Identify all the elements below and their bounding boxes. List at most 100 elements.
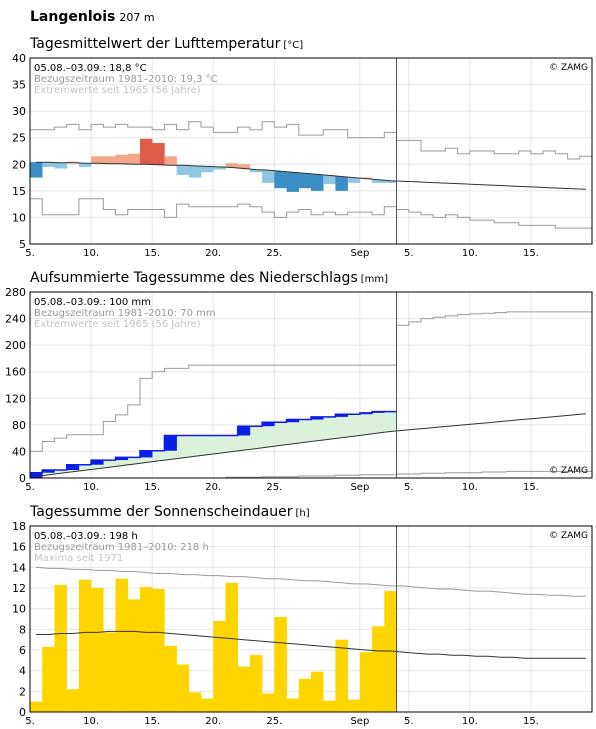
temperature-anomaly-bar: [213, 166, 226, 170]
x-tick-label: 10.: [83, 482, 99, 493]
temperature-anomaly-bar: [359, 177, 373, 179]
precipitation-title-text: Aufsummierte Tagessumme des Niederschlag…: [30, 270, 358, 286]
sunshine-bar: [225, 582, 238, 712]
sunshine-bar: [237, 666, 251, 712]
x-tick-label: 5.: [404, 248, 414, 259]
sunshine-bar: [176, 664, 190, 712]
sunshine-reference-line: [36, 630, 586, 659]
temperature-anomaly-bar: [115, 154, 129, 164]
precipitation-daily-increment: [30, 472, 43, 478]
y-tick-label: 25: [12, 132, 26, 145]
temperature-anomaly-bar: [164, 156, 177, 166]
sunshine-bar: [201, 698, 214, 712]
sunshine-bar: [30, 701, 43, 712]
y-tick-label: 5: [19, 238, 26, 251]
y-tick-label: 40: [12, 445, 26, 458]
plot-frame: [29, 57, 593, 245]
y-tick-label: 200: [5, 339, 26, 352]
sunshine-bar: [91, 588, 104, 712]
legend-entry: Bezugszeitraum 1981–2010: 218 h: [34, 542, 209, 553]
x-tick-label: Sep: [350, 248, 369, 259]
temperature-anomaly-bar: [225, 163, 238, 168]
x-tick-label: 5.: [25, 482, 35, 493]
sunshine-bar: [103, 632, 116, 712]
temperature-anomaly-bar: [127, 153, 141, 165]
sunshine-bar: [127, 599, 141, 712]
x-tick-label: 15.: [523, 482, 539, 493]
y-tick-label: 20: [12, 158, 26, 171]
x-tick-label: 15.: [144, 716, 160, 727]
temperature-anomaly-bar: [103, 156, 116, 164]
legend-entry: Bezugszeitraum 1981–2010: 70 mm: [34, 308, 216, 319]
precipitation-daily-increment: [335, 414, 348, 417]
temperature-anomaly-bar: [152, 143, 165, 165]
temperature-anomaly-bar: [372, 179, 385, 183]
precipitation-daily-increment: [66, 464, 80, 471]
x-tick-label: 20.: [205, 482, 221, 493]
copyright-label: © ZAMG: [549, 63, 588, 73]
sunshine-chart-title: Tagessumme der Sonnenscheindauer [h]: [30, 504, 310, 520]
temperature-anomaly-bar: [384, 180, 397, 183]
station-name: Langenlois: [30, 9, 116, 25]
temperature-reference-line: [36, 161, 586, 190]
sunshine-bar: [298, 678, 312, 712]
x-tick-label: Sep: [350, 716, 369, 727]
sunshine-bar: [66, 689, 80, 712]
temperature-title-text: Tagesmittelwert der Lufttemperatur: [30, 36, 281, 52]
temperature-anomaly-bar: [335, 176, 348, 191]
temperature-anomaly-bar: [188, 165, 202, 178]
temperature-chart-title: Tagesmittelwert der Lufttemperatur [°C]: [30, 36, 303, 52]
temperature-anomaly-bar: [78, 163, 92, 167]
x-tick-label: 15.: [144, 248, 160, 259]
x-tick-label: 25.: [266, 716, 282, 727]
precipitation-cumulative-line: [30, 410, 397, 474]
temperature-anomaly-bar: [347, 177, 361, 183]
sunshine-bar: [152, 589, 165, 712]
y-tick-label: 35: [12, 79, 26, 92]
temperature-anomaly-bar: [66, 161, 80, 163]
precipitation-chart-title: Aufsummierte Tagessumme des Niederschlag…: [30, 270, 388, 286]
sunshine-bar: [164, 645, 177, 712]
temperature-anomaly-bar: [139, 138, 153, 165]
temperature-max-line: [30, 121, 592, 160]
x-tick-label: 25.: [266, 248, 282, 259]
temperature-anomaly-bar: [201, 166, 214, 173]
plot-area: [30, 292, 592, 478]
sunshine-maxima-line: [36, 566, 586, 597]
sunshine-bar: [323, 700, 336, 712]
sunshine-bar: [42, 646, 55, 712]
y-tick-label: 18: [12, 520, 26, 533]
temperature-chart: 5 10 15 20 25 30 35 40 5. 10. 15. 20. 25. Sep 5. 10. 15.…: [12, 52, 593, 259]
legend-entry: Extremwerte seit 1965 (56 Jahre): [34, 319, 201, 330]
legend-entry: Maxima seit 1971: [34, 553, 123, 564]
sunshine-bar: [188, 692, 202, 712]
sunshine-bar: [311, 671, 324, 712]
precipitation-max-line: [30, 311, 592, 452]
precipitation-daily-increment: [262, 422, 275, 427]
precipitation-daily-increment: [164, 435, 177, 451]
x-tick-label: 20.: [205, 248, 221, 259]
sunshine-bar: [78, 579, 92, 712]
y-tick-label: 16: [12, 541, 26, 554]
x-tick-label: 5.: [404, 482, 414, 493]
sunshine-bar: [262, 693, 275, 712]
sunshine-bar: [335, 639, 348, 712]
sunshine-title-text: Tagessumme der Sonnenscheindauer: [30, 504, 293, 520]
sunshine-bar: [372, 626, 385, 712]
y-tick-label: 0: [19, 706, 26, 719]
y-tick-label: 120: [5, 392, 26, 405]
plot-frame: [29, 525, 593, 713]
copyright-label: © ZAMG: [549, 466, 588, 476]
y-tick-label: 12: [12, 582, 26, 595]
y-tick-label: 30: [12, 105, 26, 118]
copyright-label: © ZAMG: [549, 531, 588, 541]
x-tick-label: 5.: [25, 716, 35, 727]
y-tick-label: 4: [19, 665, 26, 678]
y-tick-label: 14: [12, 561, 26, 574]
sunshine-bar: [139, 586, 153, 712]
precipitation-surplus-area: [30, 411, 397, 477]
temperature-anomaly-bar: [286, 172, 300, 192]
y-tick-label: 0: [19, 472, 26, 485]
temperature-anomaly-bar: [311, 174, 324, 191]
y-tick-label: 40: [12, 52, 26, 65]
